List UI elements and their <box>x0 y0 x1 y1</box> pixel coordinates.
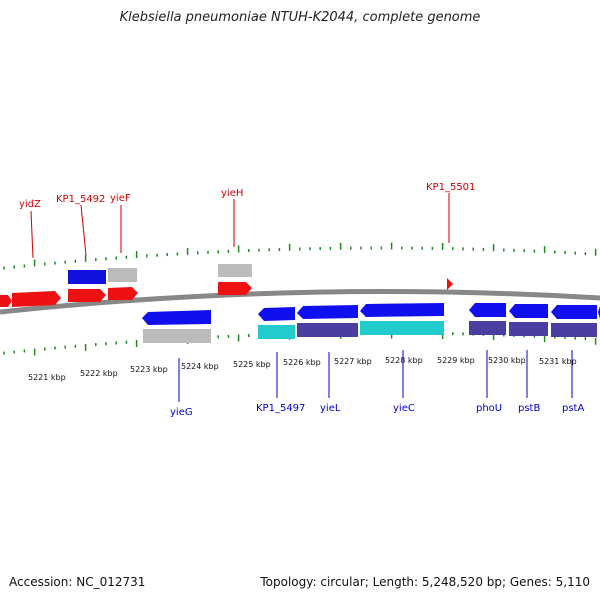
bottom-gene-labels: yieG KP1_5497 yieL yieC phoU pstB pstA <box>170 350 584 418</box>
reverse-strand-features <box>142 303 600 343</box>
gene-label[interactable]: phoU <box>476 403 502 414</box>
gene-arrow[interactable] <box>142 310 211 325</box>
gene-label[interactable]: KP1_5501 <box>426 182 475 193</box>
gene-label[interactable]: yieH <box>221 188 243 199</box>
gene-feature[interactable] <box>68 270 106 284</box>
kbp-label: 5225 kbp <box>233 360 271 369</box>
gene-arrow[interactable] <box>469 303 506 317</box>
gene-feature[interactable] <box>469 321 506 335</box>
forward-strand-features <box>0 264 453 307</box>
gene-label[interactable]: yieF <box>110 193 131 204</box>
gene-feature[interactable] <box>258 325 295 339</box>
gene-arrow[interactable] <box>0 295 12 307</box>
gene-arrow[interactable] <box>68 289 106 302</box>
kbp-label: 5222 kbp <box>80 369 118 378</box>
gene-label[interactable]: KP1_5492 <box>56 194 105 205</box>
gene-feature[interactable] <box>143 329 211 343</box>
kbp-label: 5230 kbp <box>488 356 526 365</box>
kbp-label: 5221 kbp <box>28 373 66 382</box>
gene-feature[interactable] <box>297 323 358 337</box>
gene-arrow[interactable] <box>258 307 295 321</box>
top-tick-row <box>3 242 597 270</box>
gene-arrow[interactable] <box>551 305 597 319</box>
gene-arrow[interactable] <box>12 291 61 307</box>
gene-label[interactable]: yieC <box>393 403 415 414</box>
gene-arrow[interactable] <box>297 305 358 319</box>
kbp-label: 5224 kbp <box>181 362 219 371</box>
gene-feature[interactable] <box>551 323 597 337</box>
gene-label[interactable]: pstB <box>518 403 540 414</box>
gene-arrow[interactable] <box>360 303 444 317</box>
gene-feature[interactable] <box>218 264 252 277</box>
gene-label[interactable]: yieL <box>320 403 341 414</box>
kbp-label: 5228 kbp <box>385 356 423 365</box>
genome-title: Klebsiella pneumoniae NTUH-K2044, comple… <box>119 10 481 25</box>
gene-label[interactable]: KP1_5497 <box>256 403 305 414</box>
gene-feature[interactable] <box>509 322 548 336</box>
genome-backbone <box>0 289 600 315</box>
gene-feature[interactable] <box>360 321 444 335</box>
top-gene-labels: yidZ KP1_5492 yieF yieH KP1_5501 <box>19 182 475 259</box>
kbp-label: 5227 kbp <box>334 357 372 366</box>
gene-arrow[interactable] <box>108 287 138 300</box>
gene-label[interactable]: pstA <box>562 403 584 414</box>
gene-label[interactable]: yieG <box>170 407 193 418</box>
genome-summary: Topology: circular; Length: 5,248,520 bp… <box>260 575 590 589</box>
gene-label[interactable]: yidZ <box>19 199 41 210</box>
kbp-label: 5226 kbp <box>283 358 321 367</box>
kbp-scale-labels: 5221 kbp 5222 kbp 5223 kbp 5224 kbp 5225… <box>28 356 577 382</box>
kbp-label: 5223 kbp <box>130 365 168 374</box>
accession-text: Accession: NC_012731 <box>9 575 146 589</box>
kbp-label: 5229 kbp <box>437 356 475 365</box>
gene-feature[interactable] <box>108 268 137 282</box>
kbp-label: 5231 kbp <box>539 357 577 366</box>
gene-arrow[interactable] <box>509 304 548 318</box>
gene-arrow[interactable] <box>218 282 252 295</box>
gene-arrow[interactable] <box>447 278 453 290</box>
